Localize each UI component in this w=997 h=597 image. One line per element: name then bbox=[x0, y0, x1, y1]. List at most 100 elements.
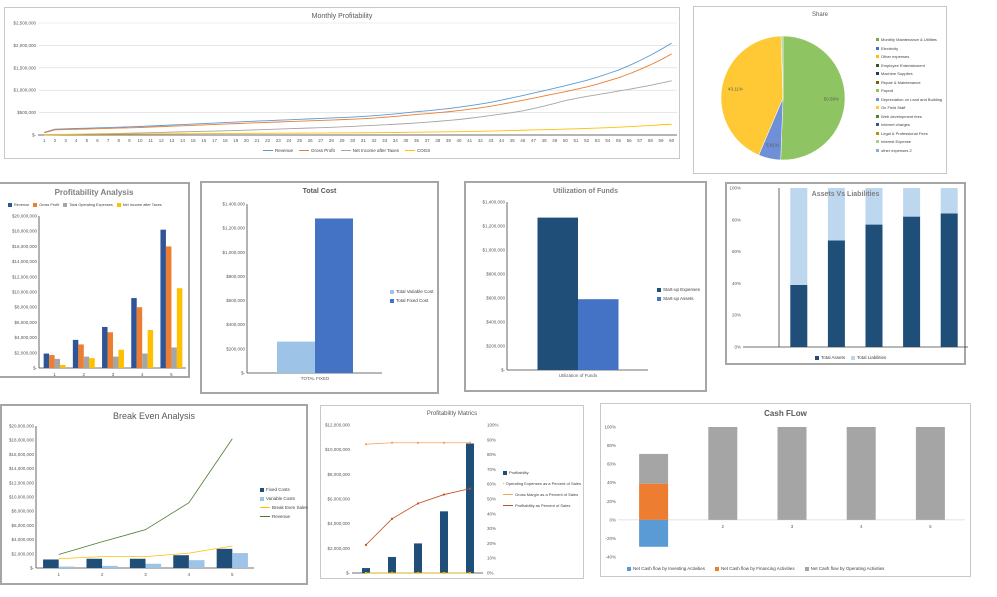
x-tick-label: 5 bbox=[170, 372, 173, 377]
x-tick-label: 51 bbox=[573, 138, 579, 143]
legend-item: Net Cash flow by Investing Activities bbox=[627, 566, 705, 571]
legend-label: Legal & Professional Fees bbox=[881, 130, 928, 136]
bar bbox=[639, 453, 669, 484]
y-tick-label: $8,000,000 bbox=[11, 509, 34, 514]
bar bbox=[49, 355, 55, 368]
legend-swatch bbox=[876, 72, 879, 75]
chart-legend: Total Variable Cost Total Fixed Cost bbox=[390, 289, 433, 303]
x-tick-label: 7 bbox=[107, 138, 110, 143]
y-tick-label: $2,000,000 bbox=[14, 350, 37, 355]
legend-swatch bbox=[876, 97, 879, 101]
y-tick-label: $6,000,000 bbox=[11, 523, 34, 528]
x-tick-label: TOTAL FIXED bbox=[301, 376, 330, 381]
bar bbox=[708, 427, 738, 520]
legend-swatch bbox=[8, 203, 12, 207]
legend-label: Total Operating Expenses bbox=[69, 203, 113, 207]
x-tick-label: 1 bbox=[53, 372, 56, 377]
y-tick-label: $16,000,000 bbox=[12, 244, 38, 249]
assets-vs-liabilities-chart: 0% 20% 40% 60% 80% 100% Assets Vs Liabilities… bbox=[725, 182, 968, 365]
x-tick-label: 13 bbox=[169, 138, 175, 143]
y-tick-label: $1,400,000 bbox=[222, 202, 245, 207]
y-tick-label: $4,000,000 bbox=[327, 521, 350, 526]
bar bbox=[147, 330, 154, 368]
y-tick-label: 40% bbox=[732, 281, 741, 286]
y-tick-label: $1,200,000 bbox=[482, 224, 505, 229]
chart-title: Profitability Analysis bbox=[54, 188, 134, 197]
legend-swatch bbox=[657, 287, 661, 292]
profitability-matrics-chart: Profitability Matrics $- $2,000,000 $4,000… bbox=[320, 405, 584, 579]
legend-label: Total Variable Cost bbox=[396, 289, 434, 294]
bar bbox=[78, 344, 84, 368]
legend-item: Start-up Assets bbox=[657, 296, 700, 301]
x-tick-label: 3 bbox=[64, 138, 67, 143]
legend-label: Start-up Assets bbox=[663, 296, 694, 301]
legend-item: COGS bbox=[404, 148, 430, 153]
legend-swatch bbox=[876, 89, 879, 92]
x-tick-label: 10 bbox=[138, 138, 144, 143]
legend-swatch bbox=[876, 46, 879, 50]
monthly-profitability-chart: Monthly Profitability $- $500,000 $1,000,0… bbox=[4, 7, 680, 159]
chart-legend: Revenue Gross Profit Total Operating Expen… bbox=[8, 203, 162, 207]
series-line bbox=[44, 42, 672, 133]
x-tick-label: 19 bbox=[233, 138, 239, 143]
y2-tick-label: 0% bbox=[487, 571, 494, 576]
data-point bbox=[416, 502, 420, 505]
x-tick-label: 54 bbox=[605, 138, 611, 143]
y-tick-label: $12,000,000 bbox=[12, 274, 38, 279]
legend-swatch bbox=[260, 496, 264, 501]
legend-label: Employee Entertainment bbox=[881, 62, 925, 68]
slice-label: 50.59% bbox=[824, 96, 839, 101]
legend-label: Start-up Expenses bbox=[663, 287, 701, 292]
y-tick-label: $16,000,000 bbox=[9, 452, 35, 457]
x-tick-label: 59 bbox=[659, 138, 665, 143]
legend-item: Web development fees bbox=[876, 114, 942, 119]
y-tick-label: $200,000 bbox=[226, 346, 245, 351]
chart-legend: Net Cash flow by Investing Activities Net… bbox=[627, 566, 884, 571]
bar bbox=[466, 443, 474, 573]
x-tick-label: 46 bbox=[520, 138, 526, 143]
bar bbox=[188, 560, 205, 568]
legend-label: Monthly Maintenance & Utilities bbox=[881, 37, 937, 42]
legend-item: Profitability bbox=[503, 470, 581, 475]
y-tick-label: 60% bbox=[607, 462, 616, 467]
legend-item: Total Operating Expenses bbox=[63, 203, 113, 207]
chart-plot: $- $200,000 $400,000 $600,000 $800,000 $1,000… bbox=[482, 200, 648, 378]
bar bbox=[216, 548, 233, 568]
bar bbox=[43, 559, 59, 568]
x-tick-label: 5 bbox=[929, 524, 932, 529]
x-tick-label: 20 bbox=[244, 138, 250, 143]
y-tick-label: $- bbox=[30, 566, 35, 571]
y-tick-label: $6,000,000 bbox=[14, 320, 37, 325]
pie-slice bbox=[780, 35, 846, 161]
legend-item: Depreciation on Land and Building bbox=[876, 97, 942, 102]
bar bbox=[865, 224, 883, 347]
chart-title: Break Even Analysis bbox=[112, 411, 196, 421]
data-point bbox=[468, 571, 472, 575]
legend-item: Other expenses bbox=[876, 54, 942, 59]
slice-label: 43.11% bbox=[728, 87, 743, 92]
chart-plot: 50.59% 5.81% 43.11% bbox=[720, 35, 846, 161]
y-tick-label: $20,000,000 bbox=[9, 424, 35, 429]
legend-swatch bbox=[503, 470, 507, 475]
legend-item: Monthly Maintenance & Utilities bbox=[876, 37, 942, 42]
bar bbox=[940, 213, 958, 347]
legend-item: Gross Margin as a Percent of Sales bbox=[503, 492, 581, 497]
bar bbox=[160, 229, 166, 368]
bar bbox=[315, 218, 353, 373]
y-tick-label: $200,000 bbox=[486, 344, 505, 349]
x-tick-label: 60 bbox=[669, 138, 675, 143]
x-tick-label: 25 bbox=[297, 138, 303, 143]
y2-tick-label: 40% bbox=[487, 511, 496, 516]
data-point bbox=[468, 441, 472, 444]
legend-swatch bbox=[390, 289, 394, 294]
y2-tick-label: 70% bbox=[487, 467, 496, 472]
y-tick-label: $- bbox=[346, 571, 351, 576]
bar bbox=[43, 353, 50, 368]
bar bbox=[639, 519, 669, 547]
chart-legend: Total Assets Total Liabilities bbox=[815, 355, 886, 360]
legend-item: Gross Profit bbox=[33, 203, 59, 207]
y-tick-label: $1,400,000 bbox=[482, 200, 505, 205]
x-tick-label: 42 bbox=[478, 138, 484, 143]
legend-item: Electricity bbox=[876, 46, 942, 51]
y-tick-label: $- bbox=[241, 371, 246, 376]
